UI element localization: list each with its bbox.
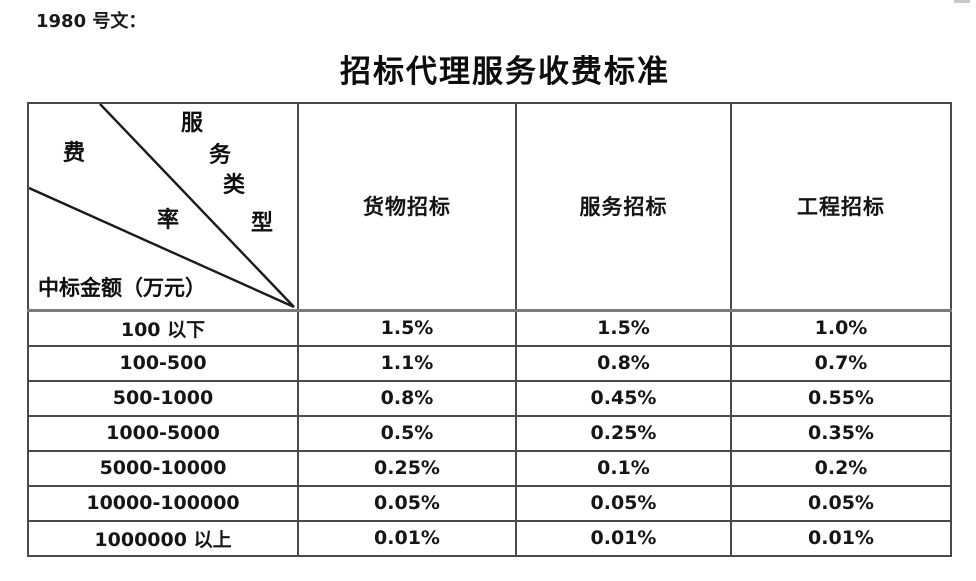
rate-cell: 0.05%: [297, 484, 517, 522]
table-row: 100 以下 1.5% 1.5% 1.0%: [27, 309, 952, 347]
row-range-label: 5000-10000: [27, 449, 299, 487]
rate-cell: 0.25%: [297, 449, 517, 487]
corner-label-service-char-4: 型: [251, 210, 274, 236]
row-range-label: 100 以下: [27, 309, 299, 347]
rate-cell: 0.8%: [297, 379, 517, 417]
table-row: 5000-10000 0.25% 0.1% 0.2%: [27, 449, 952, 487]
diagonal-header-content: 费 率 服 务 类 型 中标金额（万元）: [29, 104, 297, 309]
table-header-row: 费 率 服 务 类 型 中标金额（万元） 货物招标 服务招标 工程招标: [27, 101, 952, 312]
rate-cell: 0.1%: [515, 449, 732, 487]
column-header-engineering-bidding: 工程招标: [730, 101, 952, 312]
rate-cell: 1.0%: [730, 309, 952, 347]
rate-cell: 0.05%: [730, 484, 952, 522]
rate-cell: 1.5%: [515, 309, 732, 347]
corner-label-bid-amount: 中标金额（万元）: [38, 275, 206, 300]
diagonal-divider-lines: [29, 104, 295, 308]
diagonal-line-lower: [29, 186, 295, 308]
row-range-label: 100-500: [27, 344, 299, 382]
corner-label-fee-char: 费: [63, 140, 86, 166]
rate-cell: 0.05%: [515, 484, 732, 522]
page-title: 招标代理服务收费标准: [340, 54, 670, 90]
corner-label-service-char-1: 服: [181, 110, 204, 136]
doc-number-suffix: 号文：: [86, 11, 147, 32]
rate-cell: 0.5%: [297, 414, 517, 452]
rate-cell: 0.8%: [515, 344, 732, 382]
table-row: 1000000 以上 0.01% 0.01% 0.01%: [27, 519, 952, 558]
row-range-label: 1000000 以上: [27, 519, 299, 558]
rate-cell: 0.7%: [730, 344, 952, 382]
diagonal-header-cell: 费 率 服 务 类 型 中标金额（万元）: [27, 101, 299, 312]
rate-cell: 0.01%: [297, 519, 517, 558]
row-range-label: 500-1000: [27, 379, 299, 417]
rate-cell: 0.2%: [730, 449, 952, 487]
rate-cell: 0.55%: [730, 379, 952, 417]
row-range-label: 1000-5000: [27, 414, 299, 452]
table-row: 1000-5000 0.5% 0.25% 0.35%: [27, 414, 952, 452]
rate-cell: 0.01%: [515, 519, 732, 558]
rate-cell: 0.01%: [730, 519, 952, 558]
diagonal-line-upper: [99, 104, 295, 308]
rate-cell: 1.1%: [297, 344, 517, 382]
corner-label-service-char-3: 类: [223, 172, 246, 198]
table-row: 10000-100000 0.05% 0.05% 0.05%: [27, 484, 952, 522]
doc-number-numeral: 1980: [36, 11, 87, 32]
column-header-goods-bidding: 货物招标: [297, 101, 517, 312]
rate-cell: 1.5%: [297, 309, 517, 347]
doc-number: 1980 号文：: [36, 7, 146, 33]
row-range-label: 10000-100000: [27, 484, 299, 522]
rate-cell: 0.45%: [515, 379, 732, 417]
table-row: 100-500 1.1% 0.8% 0.7%: [27, 344, 952, 382]
rate-cell: 0.35%: [730, 414, 952, 452]
column-header-service-bidding: 服务招标: [515, 101, 732, 312]
scrollbar-artifact: [954, 0, 970, 3]
corner-label-service-char-2: 务: [209, 142, 232, 168]
fee-standard-table: 费 率 服 务 类 型 中标金额（万元） 货物招标 服务招标 工程招标 100 …: [27, 101, 952, 558]
rate-cell: 0.25%: [515, 414, 732, 452]
table-row: 500-1000 0.8% 0.45% 0.55%: [27, 379, 952, 417]
corner-label-rate-char: 率: [157, 207, 180, 233]
